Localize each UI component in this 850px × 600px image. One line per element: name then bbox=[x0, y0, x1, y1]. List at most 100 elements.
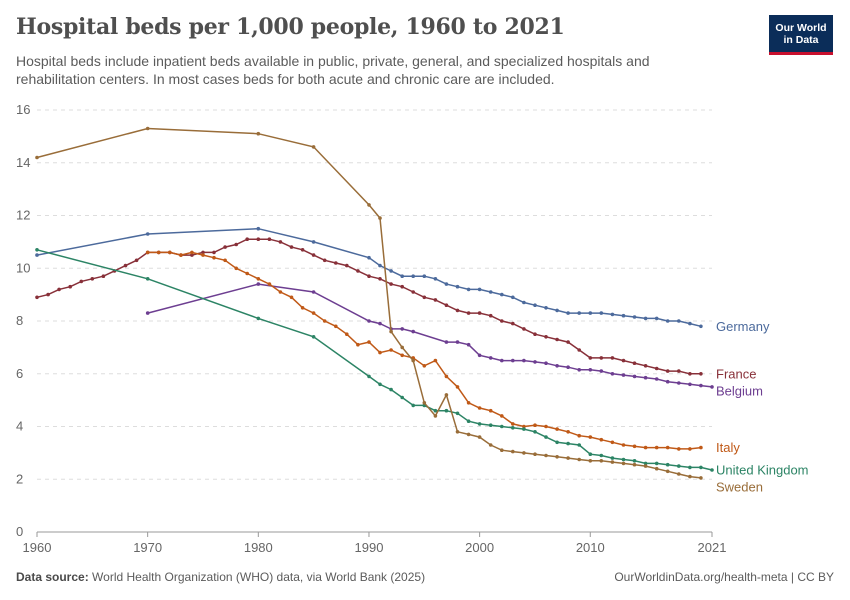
data-point-united-kingdom[interactable] bbox=[599, 453, 604, 458]
data-point-sweden[interactable] bbox=[677, 472, 681, 476]
data-point-italy[interactable] bbox=[621, 443, 626, 447]
data-point-belgium[interactable] bbox=[367, 319, 371, 323]
data-point-italy[interactable] bbox=[367, 340, 371, 344]
data-point-united-kingdom[interactable] bbox=[566, 441, 570, 446]
data-point-sweden[interactable] bbox=[466, 432, 471, 437]
data-point-united-kingdom[interactable] bbox=[488, 423, 493, 428]
data-point-france[interactable] bbox=[544, 335, 548, 339]
data-point-sweden[interactable] bbox=[477, 435, 482, 439]
data-point-france[interactable] bbox=[322, 258, 327, 263]
data-point-united-kingdom[interactable] bbox=[35, 248, 39, 252]
data-point-united-kingdom[interactable] bbox=[643, 461, 648, 466]
series-label-italy[interactable]: Italy bbox=[716, 440, 740, 455]
data-point-united-kingdom[interactable] bbox=[665, 462, 670, 467]
data-point-belgium[interactable] bbox=[643, 375, 648, 380]
data-point-belgium[interactable] bbox=[688, 382, 692, 387]
data-point-sweden[interactable] bbox=[699, 476, 703, 480]
series-label-france[interactable]: France bbox=[716, 366, 756, 381]
data-point-france[interactable] bbox=[334, 261, 338, 265]
data-point-italy[interactable] bbox=[500, 414, 504, 418]
data-point-belgium[interactable] bbox=[256, 282, 261, 286]
data-point-france[interactable] bbox=[345, 263, 349, 268]
data-point-sweden[interactable] bbox=[654, 466, 659, 471]
data-point-germany[interactable] bbox=[378, 263, 382, 268]
data-point-france[interactable] bbox=[356, 269, 360, 273]
data-point-belgium[interactable] bbox=[654, 377, 659, 381]
data-point-france[interactable] bbox=[79, 279, 84, 284]
data-point-france[interactable] bbox=[35, 295, 39, 300]
data-point-germany[interactable] bbox=[555, 308, 559, 313]
data-point-belgium[interactable] bbox=[477, 353, 482, 358]
data-point-italy[interactable] bbox=[190, 250, 194, 255]
data-point-germany[interactable] bbox=[488, 290, 493, 294]
data-point-france[interactable] bbox=[367, 274, 371, 279]
data-point-italy[interactable] bbox=[511, 422, 515, 426]
data-point-france[interactable] bbox=[289, 245, 294, 249]
series-line-italy[interactable] bbox=[147, 251, 701, 450]
data-point-italy[interactable] bbox=[522, 424, 526, 429]
data-point-france[interactable] bbox=[90, 277, 95, 281]
data-point-italy[interactable] bbox=[245, 271, 249, 276]
data-point-sweden[interactable] bbox=[688, 474, 692, 479]
data-point-italy[interactable] bbox=[322, 319, 327, 323]
data-point-germany[interactable] bbox=[632, 315, 637, 319]
data-point-italy[interactable] bbox=[566, 430, 570, 434]
data-point-germany[interactable] bbox=[422, 274, 427, 279]
data-point-germany[interactable] bbox=[621, 313, 626, 318]
data-point-france[interactable] bbox=[677, 369, 681, 373]
data-point-belgium[interactable] bbox=[378, 321, 382, 326]
data-point-sweden[interactable] bbox=[588, 459, 593, 463]
data-point-italy[interactable] bbox=[488, 408, 493, 413]
data-point-france[interactable] bbox=[555, 337, 559, 342]
data-point-belgium[interactable] bbox=[455, 340, 460, 344]
data-point-united-kingdom[interactable] bbox=[632, 459, 637, 463]
data-point-belgium[interactable] bbox=[466, 342, 471, 347]
data-point-sweden[interactable] bbox=[433, 414, 438, 418]
data-point-germany[interactable] bbox=[35, 253, 39, 257]
data-point-belgium[interactable] bbox=[533, 360, 537, 364]
data-point-sweden[interactable] bbox=[367, 203, 371, 207]
data-point-united-kingdom[interactable] bbox=[654, 461, 659, 466]
data-point-germany[interactable] bbox=[477, 287, 482, 292]
data-point-germany[interactable] bbox=[500, 292, 504, 297]
data-point-sweden[interactable] bbox=[311, 145, 316, 149]
data-point-italy[interactable] bbox=[555, 427, 559, 431]
data-point-united-kingdom[interactable] bbox=[621, 457, 626, 462]
data-point-italy[interactable] bbox=[544, 424, 548, 429]
data-point-sweden[interactable] bbox=[411, 358, 416, 363]
data-point-united-kingdom[interactable] bbox=[610, 456, 615, 460]
data-point-germany[interactable] bbox=[455, 284, 460, 289]
data-point-italy[interactable] bbox=[677, 447, 681, 451]
data-point-france[interactable] bbox=[46, 292, 50, 297]
data-point-germany[interactable] bbox=[599, 311, 604, 315]
data-point-belgium[interactable] bbox=[511, 358, 515, 363]
data-point-italy[interactable] bbox=[223, 258, 227, 263]
data-point-sweden[interactable] bbox=[455, 430, 460, 434]
data-point-germany[interactable] bbox=[610, 312, 615, 317]
data-point-germany[interactable] bbox=[311, 240, 316, 244]
data-point-germany[interactable] bbox=[400, 274, 405, 279]
series-line-sweden[interactable] bbox=[36, 127, 701, 479]
data-point-germany[interactable] bbox=[433, 277, 438, 281]
data-point-sweden[interactable] bbox=[577, 457, 581, 462]
data-point-germany[interactable] bbox=[577, 311, 581, 315]
data-point-belgium[interactable] bbox=[555, 364, 559, 368]
data-point-italy[interactable] bbox=[311, 311, 316, 315]
data-point-italy[interactable] bbox=[145, 250, 150, 255]
data-point-belgium[interactable] bbox=[400, 327, 405, 331]
data-point-united-kingdom[interactable] bbox=[699, 465, 703, 470]
data-point-germany[interactable] bbox=[688, 321, 692, 326]
data-point-belgium[interactable] bbox=[500, 358, 504, 363]
data-point-france[interactable] bbox=[300, 248, 305, 252]
data-point-germany[interactable] bbox=[677, 319, 681, 323]
data-point-italy[interactable] bbox=[345, 332, 349, 337]
data-point-united-kingdom[interactable] bbox=[533, 430, 537, 434]
series-line-united-kingdom[interactable] bbox=[36, 249, 713, 471]
data-point-belgium[interactable] bbox=[610, 372, 615, 376]
data-point-france[interactable] bbox=[466, 311, 471, 315]
data-point-germany[interactable] bbox=[566, 311, 570, 315]
data-point-italy[interactable] bbox=[422, 364, 427, 368]
data-point-france[interactable] bbox=[632, 361, 637, 366]
data-point-sweden[interactable] bbox=[599, 459, 604, 463]
data-point-france[interactable] bbox=[488, 313, 493, 318]
